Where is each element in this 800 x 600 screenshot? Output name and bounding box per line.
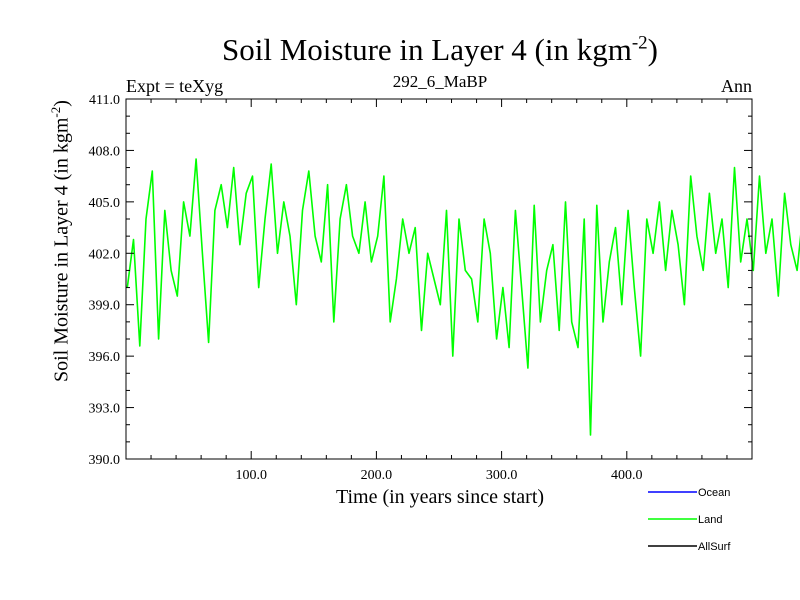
y-tick-label: 408.0 <box>89 144 121 159</box>
ticks-layer: 390.0 393.0 396.0 399.0 402.0 405.0 408.0 411.0… <box>89 93 752 483</box>
subtitle-left: Expt = teXyg <box>126 76 224 96</box>
series-layer <box>126 158 800 436</box>
legend: Ocean Land AllSurf <box>648 487 731 553</box>
chart-title: Soil Moisture in Layer 4 (in kgm-2) <box>222 32 658 67</box>
plot-frame <box>125 98 753 460</box>
x-tick-label: 100.0 <box>235 468 267 483</box>
x-tick-label: 300.0 <box>486 468 518 483</box>
y-tick-label: 390.0 <box>89 453 121 468</box>
x-tick-label: 200.0 <box>361 468 393 483</box>
legend-label-land: Land <box>698 514 722 526</box>
subtitle-center: 292_6_MaBP <box>392 72 488 91</box>
series-line-land <box>126 158 800 436</box>
y-tick-label: 402.0 <box>89 247 121 262</box>
x-tick-label: 400.0 <box>611 468 643 483</box>
y-tick-label: 405.0 <box>89 196 121 211</box>
legend-label-ocean: Ocean <box>698 487 730 499</box>
legend-label-allsurf: AllSurf <box>698 541 731 553</box>
x-axis-label: Time (in years since start) <box>335 486 545 508</box>
subtitle-right: Ann <box>721 76 752 96</box>
y-tick-label: 396.0 <box>89 350 121 365</box>
y-tick-label: 393.0 <box>89 402 121 417</box>
y-tick-label: 399.0 <box>89 299 121 314</box>
y-tick-label: 411.0 <box>89 93 120 108</box>
